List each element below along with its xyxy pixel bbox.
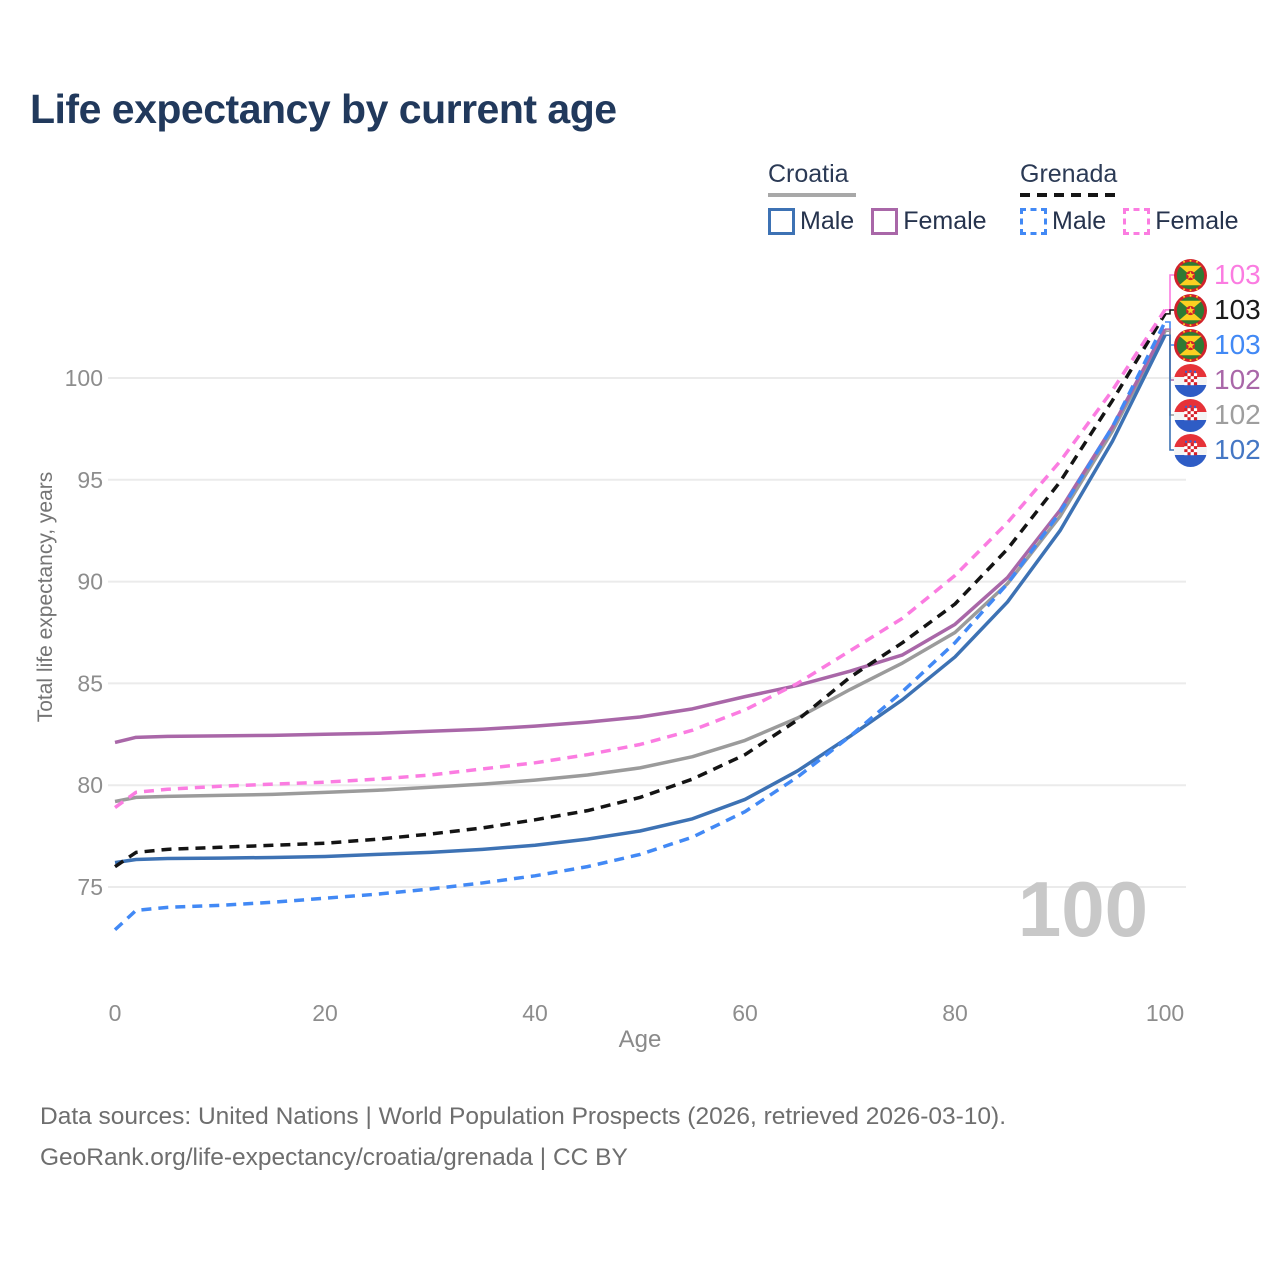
grenada-female-swatch-icon: [1123, 208, 1151, 235]
end-label-row-grenada_female: 103: [1174, 258, 1261, 292]
y-axis-title: Total life expectancy, years: [34, 471, 57, 723]
x-axis-title: Age: [618, 1026, 662, 1053]
legend-item-croatia-male[interactable]: Male: [768, 207, 854, 236]
grenada-flag-icon: [1174, 293, 1207, 327]
croatia-line-style-sample: [768, 193, 856, 197]
legend-label-croatia-male: Male: [800, 207, 855, 235]
x-tick-label: 100: [1146, 1000, 1184, 1026]
y-tick-label: 75: [77, 874, 103, 900]
end-label-row-croatia_female: 102: [1174, 363, 1261, 397]
legend-country-grenada[interactable]: Grenada: [1020, 160, 1118, 188]
legend-item-grenada-female[interactable]: Female: [1123, 207, 1239, 236]
grenada-flag-icon: [1174, 328, 1207, 362]
page-title: Life expectancy by current age: [30, 86, 617, 132]
x-tick-label: 60: [732, 1000, 758, 1026]
series-line-croatia_male[interactable]: [114, 334, 1167, 865]
end-label-connector: [1165, 334, 1174, 451]
grenada-male-swatch-icon: [1020, 208, 1047, 235]
grenada-line-style-sample: [1020, 193, 1118, 197]
end-label-value: 103: [1214, 259, 1261, 290]
series-line-grenada_male[interactable]: [113, 321, 1167, 932]
y-tick-label: 100: [65, 365, 103, 391]
legend-label-croatia-female: Female: [903, 207, 987, 235]
croatia-flag-icon: [1174, 363, 1207, 397]
croatia-flag-icon: [1174, 433, 1207, 467]
end-label-value: 102: [1214, 364, 1261, 395]
legend-item-croatia-female[interactable]: Female: [871, 207, 987, 236]
legend-label-grenada-female: Female: [1155, 207, 1239, 235]
end-label-row-croatia_male: 102: [1174, 433, 1261, 467]
end-label-connector: [1165, 309, 1174, 315]
footer-data-sources: Data sources: United Nations | World Pop…: [40, 1103, 1007, 1130]
legend-country-croatia[interactable]: Croatia: [768, 160, 849, 188]
y-tick-label: 85: [77, 670, 103, 696]
end-label-connector: [1165, 274, 1174, 311]
grenada-flag-icon: [1174, 258, 1207, 292]
legend-label-grenada-male: Male: [1052, 207, 1107, 235]
grenada-flag-icon: [1174, 328, 1207, 362]
croatia-male-swatch-icon: [768, 208, 795, 235]
croatia-flag-icon: [1174, 398, 1207, 432]
series-line-grenada_total[interactable]: [114, 312, 1167, 869]
end-label-row-grenada_male: 103: [1174, 328, 1261, 362]
end-label-value: 102: [1214, 399, 1261, 430]
y-tick-label: 90: [77, 569, 103, 595]
y-tick-label: 95: [77, 467, 103, 493]
series-line-croatia_total[interactable]: [114, 330, 1167, 804]
footer-attribution: GeoRank.org/life-expectancy/croatia/gren…: [40, 1144, 628, 1171]
grenada-flag-icon: [1174, 293, 1207, 327]
x-tick-label: 20: [312, 1000, 338, 1026]
end-label-value: 103: [1214, 294, 1261, 325]
x-tick-label: 40: [522, 1000, 548, 1026]
end-label-row-grenada_total: 103: [1174, 293, 1261, 327]
age-counter-watermark: 100: [1017, 865, 1148, 953]
x-tick-label: 0: [109, 1000, 122, 1026]
croatia-flag-icon: [1174, 433, 1207, 467]
end-label-row-croatia_total: 102: [1174, 398, 1261, 432]
croatia-flag-icon: [1174, 398, 1207, 432]
y-tick-label: 80: [77, 772, 103, 798]
end-label-value: 102: [1214, 434, 1261, 465]
croatia-flag-icon: [1174, 363, 1207, 397]
legend-group-grenada: Grenada Male Female: [1020, 160, 1256, 236]
footer: Data sources: United Nations | World Pop…: [40, 1096, 1006, 1178]
grenada-flag-icon: [1174, 258, 1207, 292]
end-label-value: 103: [1214, 329, 1261, 360]
legend-item-grenada-male[interactable]: Male: [1020, 207, 1106, 236]
series-line-grenada_female[interactable]: [113, 308, 1167, 810]
legend-group-croatia: Croatia Male Female: [768, 160, 1004, 236]
croatia-female-swatch-icon: [871, 208, 899, 235]
x-tick-label: 80: [942, 1000, 968, 1026]
series-line-croatia_female[interactable]: [114, 328, 1167, 745]
